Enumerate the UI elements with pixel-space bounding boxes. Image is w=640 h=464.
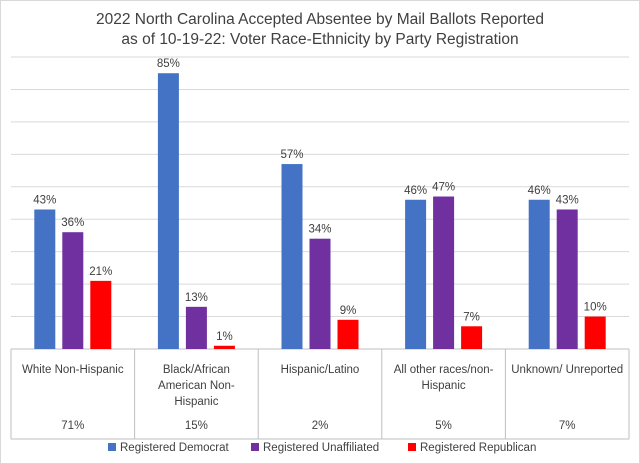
data-label: 85% xyxy=(157,58,180,70)
category-share: 71% xyxy=(61,420,84,432)
legend-label: Registered Democrat xyxy=(120,442,229,454)
data-label: 10% xyxy=(584,302,607,314)
data-label: 1% xyxy=(216,331,233,343)
bar-registered-republican xyxy=(461,326,483,349)
category-share: 2% xyxy=(312,420,329,432)
data-label: 43% xyxy=(33,194,56,206)
data-label: 47% xyxy=(432,182,455,194)
category-label: Black/African xyxy=(163,364,230,376)
category-share: 7% xyxy=(559,420,576,432)
legend-label: Registered Republican xyxy=(420,442,536,454)
category-label: American Non- xyxy=(158,380,235,392)
bar-registered-republican xyxy=(213,345,235,349)
bar-registered-democrat xyxy=(157,73,179,349)
legend-label: Registered Unaffiliated xyxy=(263,442,379,454)
bar-registered-democrat xyxy=(34,209,56,349)
data-label: 34% xyxy=(308,224,331,236)
data-label: 13% xyxy=(185,292,208,304)
data-label: 9% xyxy=(340,305,357,317)
category-label: Unknown/ Unreported xyxy=(511,364,623,376)
category-label: Hispanic/Latino xyxy=(281,364,360,376)
category-label: All other races/non- xyxy=(394,364,494,376)
data-label: 46% xyxy=(528,185,551,197)
legend-swatch xyxy=(251,443,259,451)
data-label: 57% xyxy=(280,149,303,161)
data-label: 43% xyxy=(556,194,579,206)
data-label: 21% xyxy=(89,266,112,278)
bar-registered-democrat xyxy=(405,199,427,349)
chart-title-line-1: 2022 North Carolina Accepted Absentee by… xyxy=(96,11,544,28)
category-share: 5% xyxy=(435,420,452,432)
bar-registered-unaffiliated xyxy=(62,232,84,349)
data-label: 7% xyxy=(463,311,480,323)
category-label: White Non-Hispanic xyxy=(22,364,124,376)
category-share: 15% xyxy=(185,420,208,432)
data-label: 36% xyxy=(61,217,84,229)
bar-registered-republican xyxy=(584,316,606,349)
bar-registered-republican xyxy=(337,319,359,349)
bar-registered-unaffiliated xyxy=(185,306,207,349)
category-label: Hispanic xyxy=(174,396,218,408)
bar-registered-democrat xyxy=(528,199,550,349)
bar-registered-unaffiliated xyxy=(309,238,331,349)
data-label: 46% xyxy=(404,185,427,197)
bar-registered-unaffiliated xyxy=(556,209,578,349)
chart-title-line-2: as of 10-19-22: Voter Race-Ethnicity by … xyxy=(121,31,518,48)
legend-swatch xyxy=(108,443,116,451)
bar-registered-unaffiliated xyxy=(433,196,455,349)
bar-registered-democrat xyxy=(281,164,303,349)
bar-registered-republican xyxy=(90,280,112,349)
legend-swatch xyxy=(408,443,416,451)
category-label: Hispanic xyxy=(422,380,466,392)
